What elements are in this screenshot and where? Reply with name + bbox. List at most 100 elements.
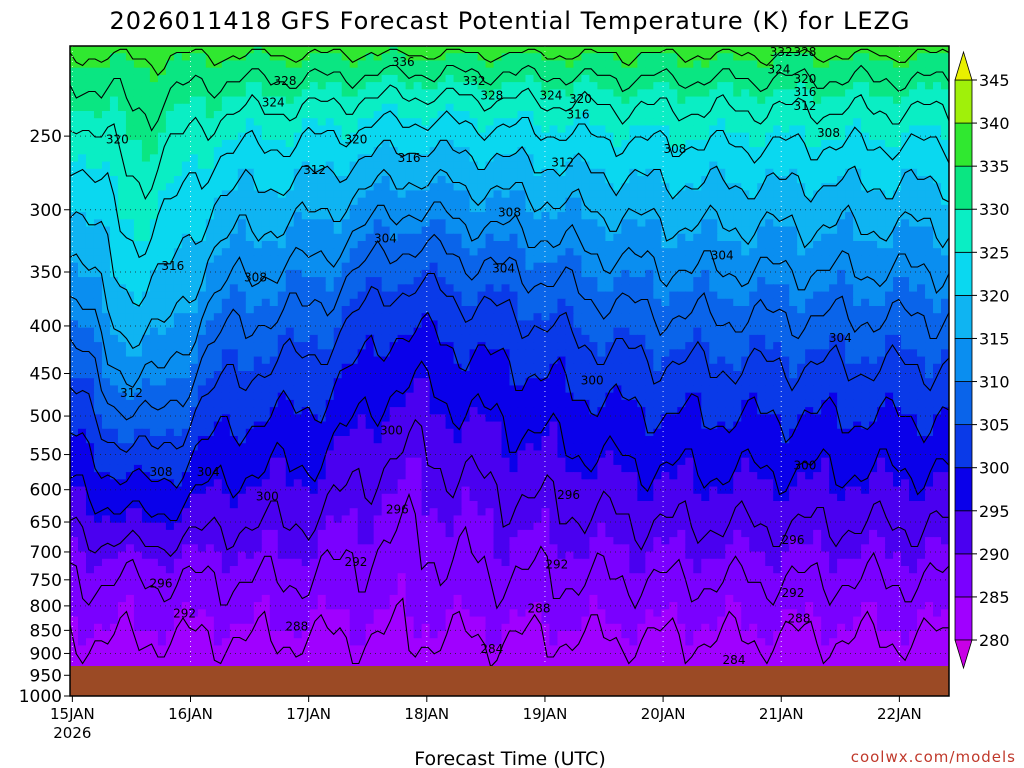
field-cell <box>157 139 167 148</box>
field-cell <box>349 233 359 242</box>
field-cell <box>661 53 670 62</box>
field-cell <box>781 298 790 307</box>
field-cell <box>581 46 591 54</box>
field-cell <box>397 269 407 278</box>
field-cell <box>885 139 894 148</box>
field-cell <box>893 197 902 206</box>
field-cell <box>253 204 263 213</box>
field-cell <box>509 176 519 184</box>
field-cell <box>893 147 902 155</box>
field-cell <box>437 320 447 329</box>
field-cell <box>501 176 511 184</box>
field-cell <box>501 320 511 329</box>
field-cell <box>661 327 670 336</box>
field-cell <box>509 67 519 76</box>
field-cell <box>933 327 942 336</box>
field-cell <box>933 190 942 199</box>
field-cell <box>893 183 902 192</box>
field-cell <box>853 327 862 336</box>
field-cell <box>197 226 207 235</box>
field-cell <box>397 248 407 257</box>
field-cell <box>189 306 199 314</box>
field-cell <box>117 313 127 322</box>
field-cell <box>213 74 223 83</box>
field-cell <box>869 226 878 235</box>
field-cell <box>917 53 926 62</box>
field-cell <box>509 248 519 257</box>
field-cell <box>501 147 511 155</box>
field-cell <box>653 183 662 192</box>
field-cell <box>165 284 175 293</box>
field-cell <box>613 176 622 184</box>
field-cell <box>725 298 734 307</box>
field-cell <box>661 226 670 235</box>
field-cell <box>493 342 503 350</box>
field-cell <box>317 363 327 372</box>
field-cell <box>349 168 359 177</box>
field-cell <box>693 82 702 90</box>
field-cell <box>765 284 774 293</box>
field-cell <box>125 255 135 264</box>
field-cell <box>221 176 231 184</box>
field-cell <box>70 183 79 192</box>
field-cell <box>373 89 383 98</box>
field-cell <box>165 183 175 192</box>
field-cell <box>749 226 758 235</box>
field-cell <box>133 161 143 170</box>
field-cell <box>181 342 191 350</box>
field-cell <box>237 212 247 220</box>
field-cell <box>325 176 335 184</box>
field-cell <box>261 74 271 83</box>
field-cell <box>653 161 662 170</box>
field-cell <box>589 248 598 257</box>
field-cell <box>453 204 463 213</box>
field-cell <box>917 147 926 155</box>
field-cell <box>805 298 814 307</box>
field-cell <box>229 67 239 76</box>
field-cell <box>517 356 527 365</box>
field-cell <box>573 233 583 242</box>
field-cell <box>405 356 415 365</box>
field-cell <box>173 306 183 314</box>
field-cell <box>933 96 942 105</box>
field-cell <box>157 132 167 141</box>
field-cell <box>141 226 151 235</box>
field-cell <box>341 147 351 155</box>
field-cell <box>749 306 758 314</box>
field-cell <box>493 53 503 62</box>
field-cell <box>821 313 830 322</box>
field-cell <box>77 176 87 184</box>
field-cell <box>477 139 487 148</box>
field-cell <box>829 248 838 257</box>
field-cell <box>437 183 447 192</box>
field-cell <box>717 82 726 90</box>
field-cell <box>309 176 319 184</box>
field-cell <box>749 147 758 155</box>
field-cell <box>685 241 694 249</box>
field-cell <box>621 183 630 192</box>
field-cell <box>325 154 335 163</box>
field-cell <box>669 277 678 285</box>
field-cell <box>709 320 718 329</box>
field-cell <box>653 190 662 199</box>
field-cell <box>197 255 207 264</box>
field-cell <box>333 197 343 206</box>
field-cell <box>221 103 231 112</box>
field-cell <box>389 204 399 213</box>
field-cell <box>317 125 327 134</box>
field-cell <box>70 111 79 119</box>
field-cell <box>509 132 519 141</box>
field-cell <box>757 233 766 242</box>
field-cell <box>501 53 511 62</box>
field-cell <box>93 241 103 249</box>
field-cell <box>133 255 143 264</box>
field-cell <box>781 67 790 76</box>
field-cell <box>261 111 271 119</box>
field-cell <box>701 306 710 314</box>
field-cell <box>637 306 646 314</box>
field-cell <box>645 118 654 127</box>
field-cell <box>861 349 870 358</box>
field-cell <box>597 125 606 134</box>
field-cell <box>861 219 870 228</box>
field-cell <box>317 103 327 112</box>
